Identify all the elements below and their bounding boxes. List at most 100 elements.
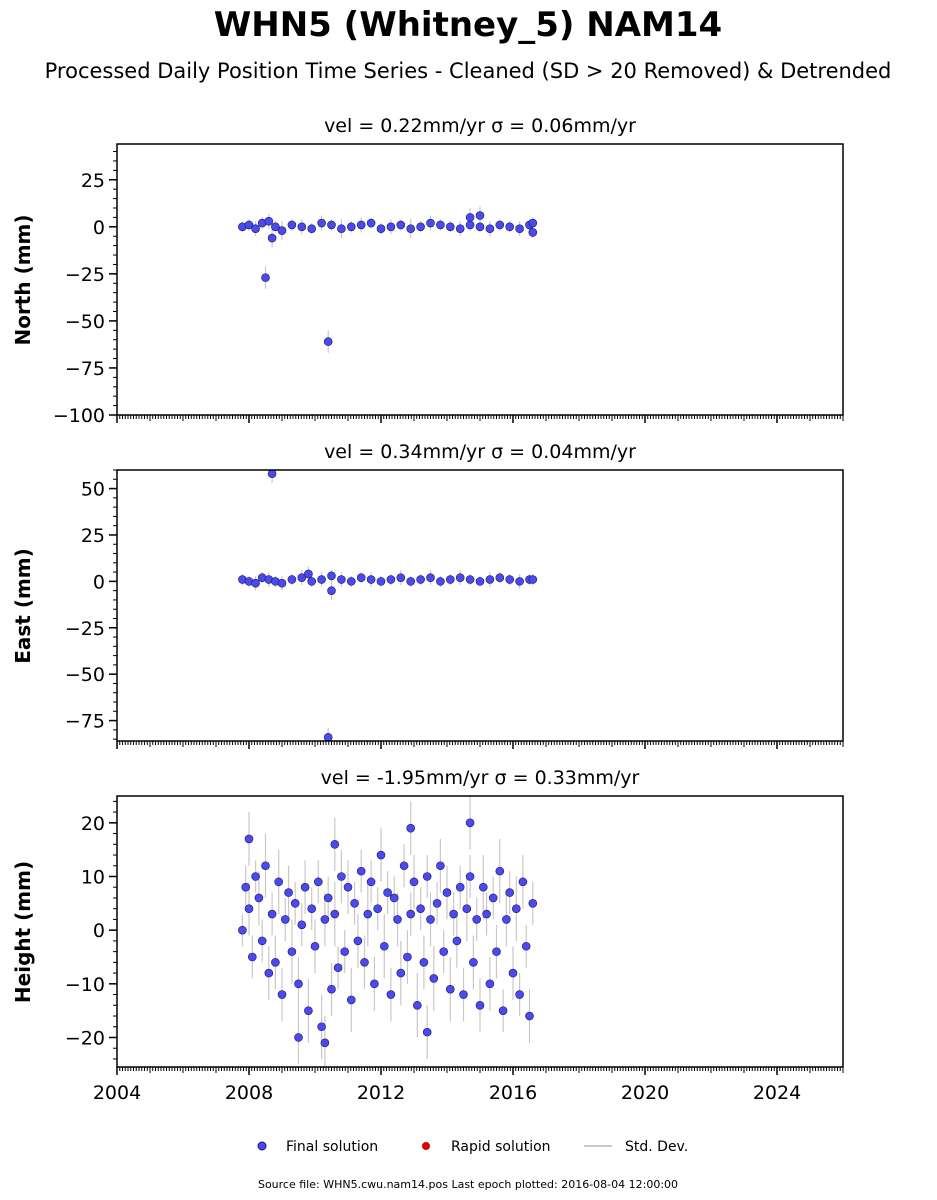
data-point [294,1033,303,1042]
data-point [304,1006,313,1015]
legend-std-label: Std. Dev. [625,1139,688,1155]
data-point [393,915,402,924]
data-point [502,915,511,924]
data-point [429,974,439,983]
data-point [505,222,515,232]
data-point [366,218,376,228]
legend-final-marker [257,1141,267,1151]
data-point [297,222,307,232]
data-point [439,947,449,956]
legend-rapid-label: Rapid solution [451,1139,551,1155]
y-tick-label: 0 [93,920,105,942]
data-point [257,936,267,946]
y-tick-label: −10 [65,974,105,996]
east-axis-label: East (mm) [11,548,35,664]
data-point [406,577,416,586]
data-point [304,569,313,579]
data-point [300,882,310,892]
height-plot-area: 20 10 0 −10 −20 2004 2008 2012 2016 2020 2024 [65,795,844,1104]
plot-frame [116,143,844,416]
data-point [356,573,366,582]
data-point [495,220,505,230]
x-tick-label: 2012 [357,1082,405,1104]
data-point [445,575,455,584]
data-point [261,273,270,282]
data-point [271,222,280,232]
data-point [412,1000,422,1010]
data-point [521,941,531,951]
legend-final-label: Final solution [286,1139,378,1155]
data-point [360,958,369,967]
data-point [386,222,396,232]
data-point [518,877,528,887]
data-point [409,877,419,887]
data-point [264,968,274,978]
data-point [251,224,260,233]
east-panel: vel = 0.34mm/yr σ = 0.04mm/yr East (mm) … [11,441,844,749]
data-point [488,893,498,903]
data-point [294,979,303,989]
x-tick-label: 2016 [489,1082,537,1104]
data-point [475,211,485,220]
data-point [340,947,350,956]
data-point [465,575,475,584]
data-point [485,224,495,233]
data-point [426,915,435,924]
figure-subtitle: Processed Daily Position Time Series - C… [45,59,892,83]
y-tick-label: 0 [93,217,105,239]
data-point [327,571,336,581]
data-point [485,979,495,989]
data-point [445,984,455,994]
height-panel: vel = -1.95mm/yr σ = 0.33mm/yr Height (m… [11,767,844,1104]
data-point [383,888,392,897]
data-point [267,233,277,243]
data-point [284,888,293,897]
data-point [287,575,297,584]
data-point [323,893,333,903]
data-point [356,220,366,230]
data-point [426,573,435,582]
data-point [248,952,257,962]
y-tick-label: 25 [81,525,105,547]
data-point [244,904,254,913]
north-panel: vel = 0.22mm/yr σ = 0.06mm/yr North (mm)… [11,115,844,427]
data-point [277,578,287,588]
y-tick-label: 50 [81,479,105,501]
data-point [267,470,277,479]
data-point [330,839,340,849]
data-point [436,577,445,586]
data-point [386,990,396,999]
data-point [449,909,458,919]
data-point [406,224,416,233]
data-point [462,904,472,913]
data-point [528,899,538,908]
north-panel-title: vel = 0.22mm/yr σ = 0.06mm/yr [324,115,636,137]
data-point [459,990,468,999]
data-point [320,915,330,924]
data-point [469,958,478,967]
data-point [455,573,465,582]
data-point [475,1000,485,1010]
data-layer [238,796,538,1067]
data-point [317,575,326,584]
y-tick-label: 0 [93,571,105,593]
data-point [432,899,442,908]
data-point [422,1027,432,1037]
data-point [287,947,297,956]
data-point [416,575,425,584]
footer-source: Source file: WHN5.cwu.nam14.pos Last epo… [258,1178,678,1191]
data-point [528,228,538,237]
data-point [320,1038,330,1048]
data-point [327,586,336,595]
data-point [310,941,320,951]
data-point [478,882,488,892]
data-point [396,220,406,230]
data-point [515,224,524,233]
data-point [327,984,336,994]
data-point [399,861,409,871]
data-point [511,904,521,913]
north-axis-label: North (mm) [11,214,35,345]
data-point [274,877,284,887]
data-point [307,577,317,586]
data-point [241,882,250,892]
